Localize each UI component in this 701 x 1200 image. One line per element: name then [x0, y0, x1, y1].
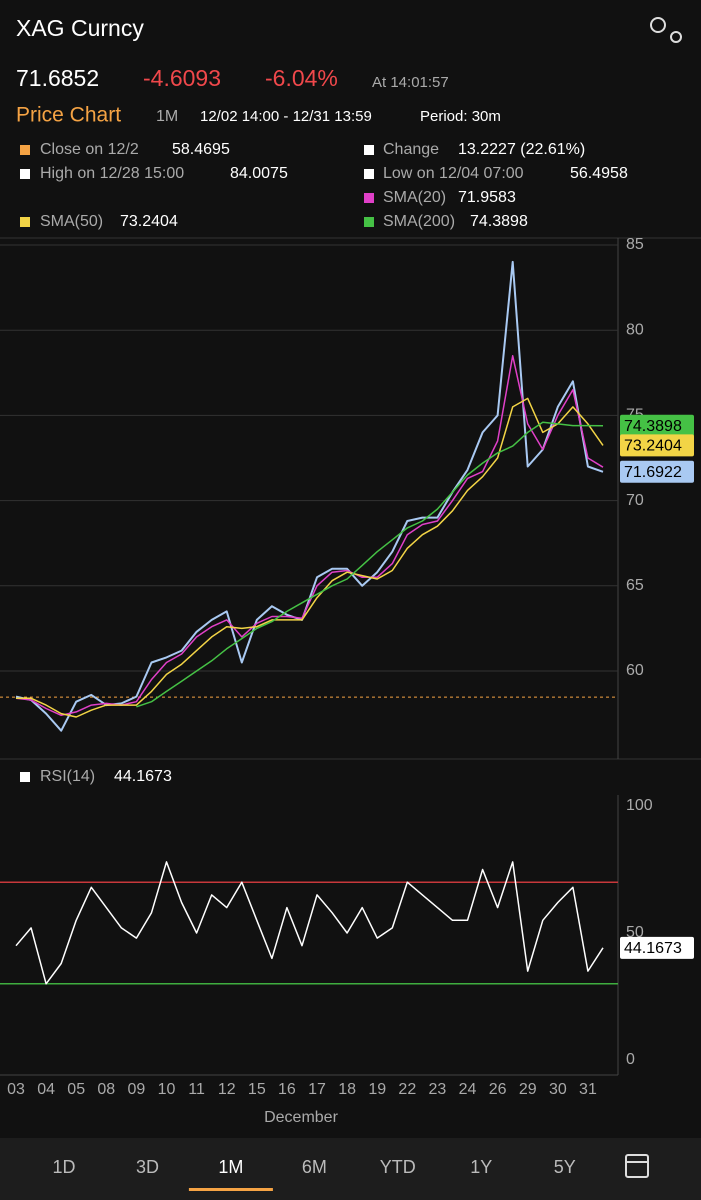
legend-square — [20, 217, 30, 227]
info-value: 58.4695 — [172, 141, 230, 158]
value-tag — [620, 414, 694, 437]
period: Period: 30m — [420, 108, 501, 125]
tab[interactable]: 6M — [302, 1157, 327, 1177]
x-tick-label: 11 — [188, 1081, 205, 1098]
series-line — [15, 355, 604, 717]
x-tick-label: 19 — [368, 1081, 386, 1098]
tab[interactable]: YTD — [380, 1157, 416, 1177]
change: -4.6093 — [143, 65, 221, 91]
price-chart-title: Price Chart — [16, 104, 121, 127]
y-tick-label: 85 — [626, 236, 644, 253]
info-value: 13.2227 (22.61%) — [458, 141, 585, 158]
legend-square — [364, 169, 374, 179]
legend-square — [20, 145, 30, 155]
x-tick-label: 08 — [97, 1081, 115, 1098]
value-tag-label: 71.6922 — [624, 464, 682, 481]
x-tick-label: 23 — [429, 1081, 447, 1098]
tab[interactable]: 1D — [52, 1157, 75, 1177]
info-value: 84.0075 — [230, 165, 288, 182]
title: XAG Curncy — [16, 15, 144, 41]
x-axis-label: December — [264, 1109, 338, 1126]
legend-value: 44.1673 — [114, 768, 172, 785]
x-tick-label: 03 — [7, 1081, 25, 1098]
x-tick-label: 12 — [218, 1081, 236, 1098]
info-value: 56.4958 — [570, 165, 628, 182]
series-line — [136, 421, 604, 708]
legend-square — [364, 217, 374, 227]
calendar-icon[interactable] — [625, 1154, 649, 1178]
y-tick-label: 80 — [626, 321, 644, 338]
legend-label: SMA(20) — [383, 189, 446, 206]
x-tick-label: 29 — [519, 1081, 537, 1098]
x-tick-label: 17 — [308, 1081, 326, 1098]
last-price: 71.6852 — [16, 65, 99, 91]
series-line — [15, 861, 604, 985]
time: At 14:01:57 — [372, 74, 449, 91]
x-tick-label: 26 — [489, 1081, 507, 1098]
x-tick-label: 04 — [37, 1081, 55, 1098]
info-label: Close on 12/2 — [40, 141, 139, 158]
legend-square — [364, 145, 374, 155]
change-pct: -6.04% — [265, 65, 338, 91]
x-tick-label: 16 — [278, 1081, 296, 1098]
range: 1M — [156, 108, 178, 125]
x-tick-label: 24 — [459, 1081, 477, 1098]
tab-bar — [0, 1138, 701, 1200]
value-tag — [620, 460, 694, 483]
x-tick-label: 10 — [158, 1081, 176, 1098]
tab[interactable]: 1Y — [470, 1157, 492, 1177]
x-tick-label: 05 — [67, 1081, 85, 1098]
legend-label: SMA(50) — [40, 213, 103, 230]
legend-square — [20, 169, 30, 179]
info-label: Low on 12/04 07:00 — [383, 165, 524, 182]
settings-icon[interactable] — [650, 17, 682, 43]
y-tick-label: 0 — [626, 1051, 635, 1068]
y-tick-label: 100 — [626, 797, 653, 814]
x-tick-label: 22 — [398, 1081, 416, 1098]
legend-label: SMA(200) — [383, 213, 455, 230]
legend-square — [20, 772, 30, 782]
y-tick-label: 65 — [626, 577, 644, 594]
legend-label: RSI(14) — [40, 768, 95, 785]
dates: 12/02 14:00 - 12/31 13:59 — [200, 108, 372, 125]
legend-value: 71.9583 — [458, 189, 516, 206]
legend-square — [364, 193, 374, 203]
info-label: Change — [383, 141, 439, 158]
value-tag-label: 74.3898 — [624, 418, 682, 435]
y-tick-label: 60 — [626, 662, 644, 679]
tab[interactable]: 5Y — [554, 1157, 576, 1177]
tab[interactable]: 3D — [136, 1157, 159, 1177]
series-line — [16, 397, 604, 718]
y-tick-label: 70 — [626, 492, 644, 509]
tab[interactable]: 1M — [218, 1157, 243, 1177]
x-tick-label: 18 — [338, 1081, 356, 1098]
x-tick-label: 09 — [128, 1081, 146, 1098]
x-tick-label: 15 — [248, 1081, 266, 1098]
value-tag — [620, 434, 694, 457]
value-tag-label: 44.1673 — [624, 940, 682, 957]
value-tag — [620, 936, 694, 959]
info-label: High on 12/28 15:00 — [40, 165, 184, 182]
legend-value: 73.2404 — [120, 213, 178, 230]
legend-value: 74.3898 — [470, 213, 528, 230]
value-tag-label: 73.2404 — [624, 438, 682, 455]
x-tick-label: 30 — [549, 1081, 567, 1098]
tab-underline — [188, 1188, 273, 1191]
x-tick-label: 31 — [579, 1081, 597, 1098]
